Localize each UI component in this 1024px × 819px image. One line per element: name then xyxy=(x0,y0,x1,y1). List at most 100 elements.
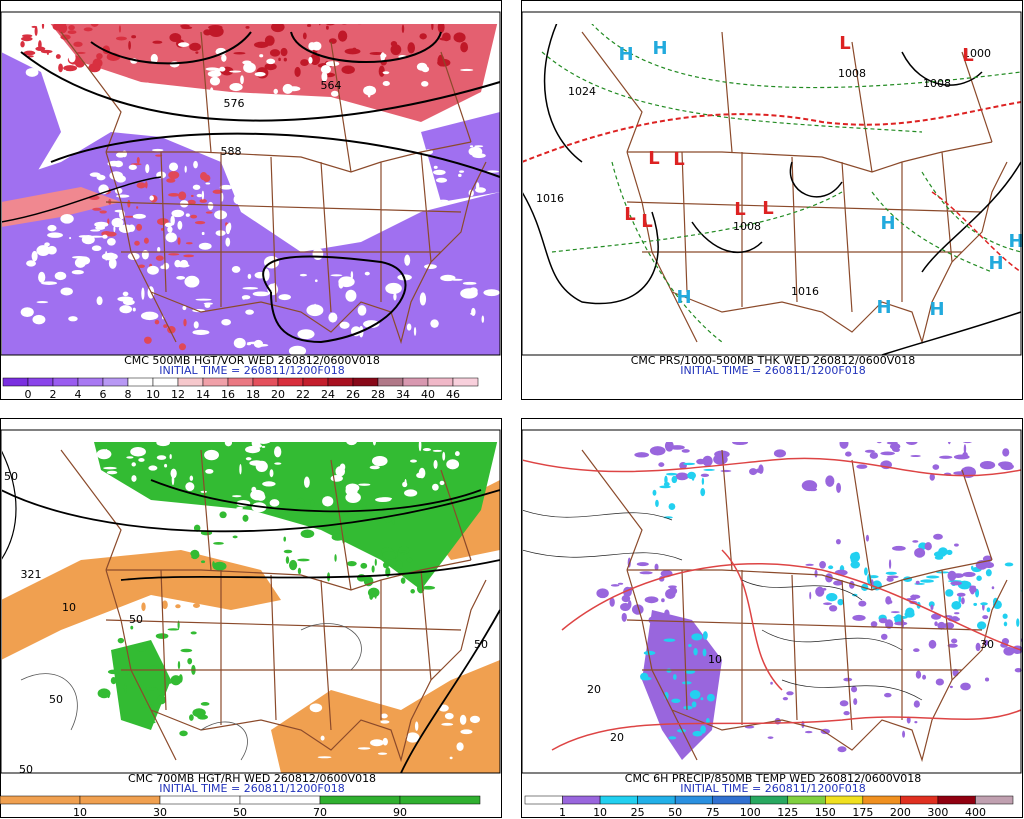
colorbar-swatch xyxy=(239,795,321,805)
field-speckle xyxy=(460,68,474,72)
field-speckle xyxy=(195,298,212,301)
field-speckle xyxy=(40,49,53,54)
contour xyxy=(2,176,162,223)
field-speckle xyxy=(184,165,187,173)
field-speckle xyxy=(671,475,678,484)
field-speckle xyxy=(160,265,166,270)
field-speckle xyxy=(375,497,391,503)
field-speckle xyxy=(23,50,36,56)
field-speckle xyxy=(374,558,377,566)
field-speckle xyxy=(179,730,188,737)
panel-title: CMC PRS/1000-500MB THK WED 260812/0600V0… xyxy=(631,354,916,367)
contour-label: 1024 xyxy=(568,85,596,98)
colorbar-swatch xyxy=(2,377,29,387)
contour xyxy=(400,609,501,774)
field-speckle xyxy=(108,258,117,269)
field-speckle xyxy=(200,490,208,493)
field-speckle xyxy=(357,305,367,316)
field-speckle xyxy=(914,582,925,585)
contour xyxy=(2,450,17,560)
field-speckle xyxy=(325,24,335,26)
field-speckle xyxy=(152,40,163,44)
field-speckle xyxy=(433,459,438,469)
field-speckle xyxy=(179,259,189,268)
colorbar-label: 34 xyxy=(396,388,410,401)
field-speckle xyxy=(262,481,276,487)
field-speckle xyxy=(668,503,676,511)
field-speckle xyxy=(212,561,227,571)
field-speckle xyxy=(302,32,307,40)
field-speckle xyxy=(264,35,275,46)
field-speckle xyxy=(837,746,847,753)
pressure-center: L xyxy=(839,33,850,54)
field-speckle xyxy=(278,294,291,301)
contour xyxy=(50,132,501,178)
pressure-center: L xyxy=(734,199,745,220)
field-speckle xyxy=(654,563,659,571)
map-border xyxy=(0,11,501,356)
field-speckle xyxy=(864,567,868,576)
colorbar-swatch xyxy=(599,795,638,805)
pressure-center: L xyxy=(962,45,973,66)
field-speckle xyxy=(421,80,429,87)
field-speckle xyxy=(96,296,103,306)
field-speckle xyxy=(128,224,136,232)
field-speckle xyxy=(194,220,206,225)
colorbar-swatch xyxy=(252,377,279,387)
field-speckle xyxy=(44,242,50,247)
field-speckle xyxy=(168,193,180,197)
field-speckle xyxy=(913,648,920,653)
field-speckle xyxy=(391,514,396,524)
colorbar-swatch xyxy=(27,377,54,387)
contour xyxy=(90,31,252,65)
field-speckle xyxy=(691,472,695,481)
field-speckle xyxy=(90,468,96,477)
field-speckle xyxy=(200,172,208,181)
field-speckle xyxy=(664,442,674,452)
field-speckle xyxy=(962,442,972,444)
field-speckle xyxy=(181,26,193,30)
field-speckle xyxy=(136,206,139,209)
borders xyxy=(60,449,487,763)
contour xyxy=(2,489,501,533)
contour xyxy=(691,221,763,253)
field-speckle xyxy=(55,54,61,59)
field-speckle xyxy=(314,279,318,283)
field-speckle xyxy=(980,602,988,606)
field-speckle xyxy=(441,722,454,726)
colorbar-label: 12 xyxy=(171,388,185,401)
field-speckle xyxy=(421,66,430,73)
field-speckle xyxy=(68,53,76,63)
field-speckle xyxy=(390,44,402,56)
field-speckle xyxy=(688,643,692,648)
field-speckle xyxy=(668,736,677,740)
field-speckle xyxy=(826,593,838,602)
field-speckle xyxy=(243,62,256,73)
contour xyxy=(543,24,583,163)
field-speckle xyxy=(144,336,152,344)
field-speckle xyxy=(168,171,180,179)
field-speckle xyxy=(372,442,376,446)
field-speckle xyxy=(204,589,212,594)
field-speckle xyxy=(308,56,313,64)
colorbar-label: 16 xyxy=(221,388,235,401)
field-speckle xyxy=(161,680,173,685)
colorbar-swatch xyxy=(152,377,179,387)
field-speckle xyxy=(167,628,180,631)
field-speckle xyxy=(339,321,350,329)
field-speckle xyxy=(673,674,677,680)
field-speckle xyxy=(456,742,464,751)
field-speckle xyxy=(96,449,112,460)
field-speckle xyxy=(380,720,390,724)
field-speckle xyxy=(360,562,368,569)
field-speckle xyxy=(346,442,357,446)
field-speckle xyxy=(169,454,172,460)
field-speckle xyxy=(182,305,187,311)
field-speckle xyxy=(380,713,388,719)
contour-label: 50 xyxy=(4,470,18,483)
field-speckle xyxy=(947,643,958,648)
field-speckle xyxy=(986,607,991,613)
field-speckle xyxy=(853,698,858,706)
field-speckle xyxy=(814,569,818,578)
field-speckle xyxy=(459,170,465,173)
